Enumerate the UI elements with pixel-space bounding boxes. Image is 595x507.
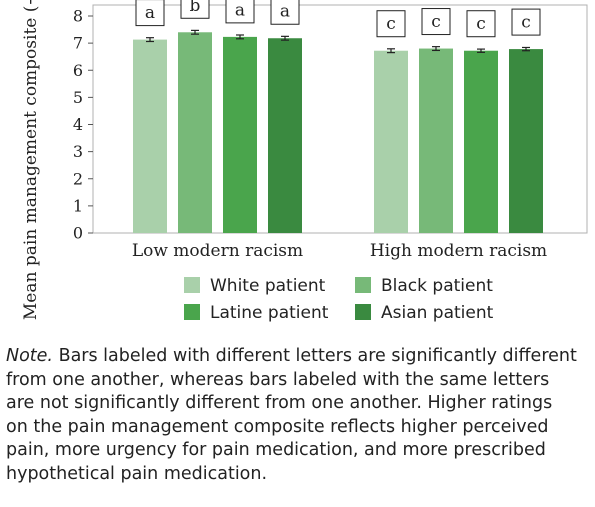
note-label: Note. (6, 346, 53, 366)
significance-letter: a (235, 0, 245, 20)
significance-letter: a (145, 3, 155, 23)
x-axis: Low modern racism High modern racism (132, 241, 547, 261)
error-bar (191, 29, 199, 35)
significance-letter-box (421, 8, 451, 36)
significance-letter-box (225, 0, 255, 24)
bar (374, 50, 408, 233)
legend-label: Asian patient (381, 303, 494, 323)
significance-letter-box (135, 0, 165, 27)
error-bar (432, 46, 440, 52)
note-line: Bars labeled with different letters are … (58, 346, 577, 366)
error-bar (146, 37, 154, 43)
legend-label: Latine patient (210, 303, 329, 323)
x-category-label: High modern racism (370, 241, 547, 261)
significance-letter-box (466, 10, 496, 38)
legend-swatch (355, 304, 371, 320)
error-bar (522, 46, 530, 52)
bar (464, 50, 498, 233)
x-category-label: Low modern racism (132, 241, 303, 261)
legend: White patient Black patient Latine patient… (184, 276, 494, 323)
figure-note: Note. Bars labeled with different letter… (6, 345, 591, 486)
y-tick-label: 1 (73, 196, 83, 215)
bar (419, 48, 453, 233)
significance-letter: a (280, 2, 290, 22)
bar (133, 39, 167, 233)
significance-letter: c (431, 12, 441, 32)
y-tick-label: 4 (73, 115, 83, 134)
significance-letter: c (386, 14, 396, 34)
y-tick-label: 3 (73, 142, 83, 161)
y-tick-label: 0 (73, 224, 83, 243)
significance-letter-box (511, 8, 541, 36)
bar (509, 49, 543, 233)
bar-chart: 0 1 2 3 4 5 6 7 8 Mean pain management composite… (21, 0, 588, 323)
y-tick-label: 7 (73, 34, 83, 53)
note-line: from one another, whereas bars labeled w… (6, 369, 550, 390)
significance-letter-box (180, 0, 210, 19)
note-line: hypothetical pain medication. (6, 463, 268, 484)
plot-area-frame (92, 4, 588, 234)
legend-swatch (355, 277, 371, 293)
legend-label: Black patient (381, 276, 493, 296)
y-tick-label: 8 (73, 7, 83, 26)
legend-swatch (184, 277, 200, 293)
significance-letter-box (270, 0, 300, 25)
bar (268, 38, 302, 234)
y-axis-label: Mean pain management composite (+/− SEM) (21, 0, 41, 320)
legend-label: White patient (210, 276, 326, 296)
y-tick-label: 5 (73, 88, 83, 107)
note-line: are not significantly different from one… (6, 393, 553, 413)
significance-letter: c (476, 14, 486, 34)
error-bar (387, 48, 395, 54)
significance-letter-box (376, 10, 406, 38)
error-bar (477, 48, 485, 53)
y-tick-label: 6 (73, 61, 83, 80)
y-axis: 0 1 2 3 4 5 6 7 8 (73, 7, 93, 243)
error-bar (281, 35, 289, 41)
y-tick-label: 2 (73, 169, 83, 188)
bar (178, 32, 212, 234)
error-bar (236, 34, 244, 40)
significance-letter: c (521, 13, 531, 33)
bar (223, 36, 257, 234)
significance-letter: b (190, 0, 201, 16)
note-line: pain, more urgency for pain medication, … (6, 440, 546, 460)
note-line: on the pain management composite reflect… (6, 416, 549, 437)
legend-swatch (184, 304, 200, 320)
